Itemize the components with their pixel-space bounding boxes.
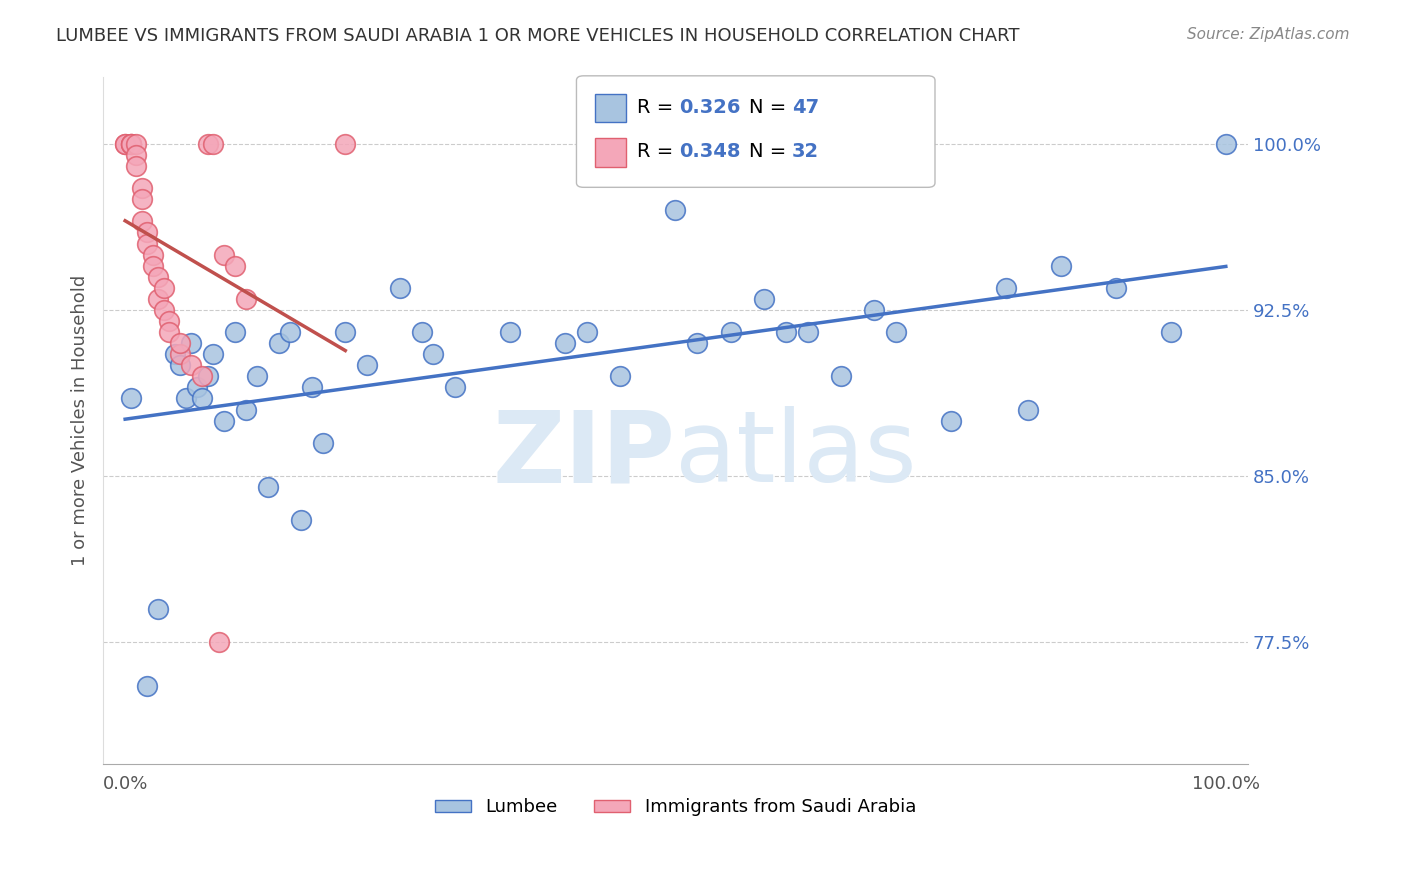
Point	[120, 136, 142, 151]
Point	[208, 635, 231, 649]
Point	[499, 325, 522, 339]
Point	[125, 136, 148, 151]
Point	[290, 513, 312, 527]
Point	[1215, 136, 1237, 151]
Point	[152, 302, 174, 317]
Point	[335, 325, 357, 339]
Point	[422, 347, 444, 361]
Point	[191, 392, 214, 406]
Point	[335, 136, 357, 151]
Point	[131, 214, 153, 228]
Point	[120, 136, 142, 151]
Point	[136, 226, 159, 240]
Point	[301, 380, 323, 394]
Point	[131, 192, 153, 206]
Point	[389, 281, 412, 295]
Text: N =: N =	[749, 142, 793, 161]
Point	[1049, 259, 1071, 273]
Point	[202, 136, 225, 151]
Point	[180, 336, 202, 351]
Y-axis label: 1 or more Vehicles in Household: 1 or more Vehicles in Household	[72, 275, 89, 566]
Text: R =: R =	[637, 97, 679, 117]
Point	[157, 325, 180, 339]
Point	[224, 325, 246, 339]
Point	[994, 281, 1017, 295]
Legend: Lumbee, Immigrants from Saudi Arabia: Lumbee, Immigrants from Saudi Arabia	[427, 791, 924, 823]
Text: N =: N =	[749, 97, 793, 117]
Point	[686, 336, 709, 351]
Text: 47: 47	[792, 97, 818, 117]
Point	[1017, 402, 1039, 417]
Point	[157, 314, 180, 328]
Point	[136, 679, 159, 693]
Point	[142, 259, 165, 273]
Point	[235, 402, 257, 417]
Point	[120, 136, 142, 151]
Point	[174, 392, 197, 406]
Point	[114, 136, 136, 151]
Point	[356, 359, 378, 373]
Point	[169, 347, 191, 361]
Point	[136, 236, 159, 251]
Point	[191, 369, 214, 384]
Text: LUMBEE VS IMMIGRANTS FROM SAUDI ARABIA 1 OR MORE VEHICLES IN HOUSEHOLD CORRELATI: LUMBEE VS IMMIGRANTS FROM SAUDI ARABIA 1…	[56, 27, 1019, 45]
Point	[720, 325, 742, 339]
Point	[152, 281, 174, 295]
Point	[186, 380, 208, 394]
Point	[180, 359, 202, 373]
Point	[752, 292, 775, 306]
Text: ZIP: ZIP	[492, 407, 675, 503]
Point	[146, 269, 169, 284]
Point	[131, 181, 153, 195]
Point	[146, 292, 169, 306]
Point	[257, 480, 280, 494]
Point	[197, 136, 219, 151]
Text: 0.348: 0.348	[679, 142, 741, 161]
Point	[212, 247, 235, 261]
Point	[554, 336, 576, 351]
Point	[146, 602, 169, 616]
Point	[163, 347, 186, 361]
Point	[862, 302, 884, 317]
Point	[114, 136, 136, 151]
Text: atlas: atlas	[675, 407, 917, 503]
Text: R =: R =	[637, 142, 679, 161]
Point	[1160, 325, 1182, 339]
Text: Source: ZipAtlas.com: Source: ZipAtlas.com	[1187, 27, 1350, 42]
Point	[576, 325, 599, 339]
Point	[775, 325, 797, 339]
Point	[609, 369, 631, 384]
Point	[246, 369, 269, 384]
Point	[169, 336, 191, 351]
Point	[202, 347, 225, 361]
Point	[444, 380, 467, 394]
Point	[212, 414, 235, 428]
Point	[796, 325, 818, 339]
Point	[169, 359, 191, 373]
Point	[664, 203, 686, 218]
Point	[120, 392, 142, 406]
Point	[411, 325, 433, 339]
Point	[830, 369, 852, 384]
Point	[884, 325, 907, 339]
Point	[269, 336, 291, 351]
Point	[125, 148, 148, 162]
Point	[939, 414, 962, 428]
Point	[1105, 281, 1128, 295]
Point	[235, 292, 257, 306]
Point	[197, 369, 219, 384]
Text: 32: 32	[792, 142, 818, 161]
Point	[125, 159, 148, 173]
Point	[142, 247, 165, 261]
Point	[278, 325, 301, 339]
Text: 0.326: 0.326	[679, 97, 741, 117]
Point	[312, 435, 335, 450]
Point	[224, 259, 246, 273]
